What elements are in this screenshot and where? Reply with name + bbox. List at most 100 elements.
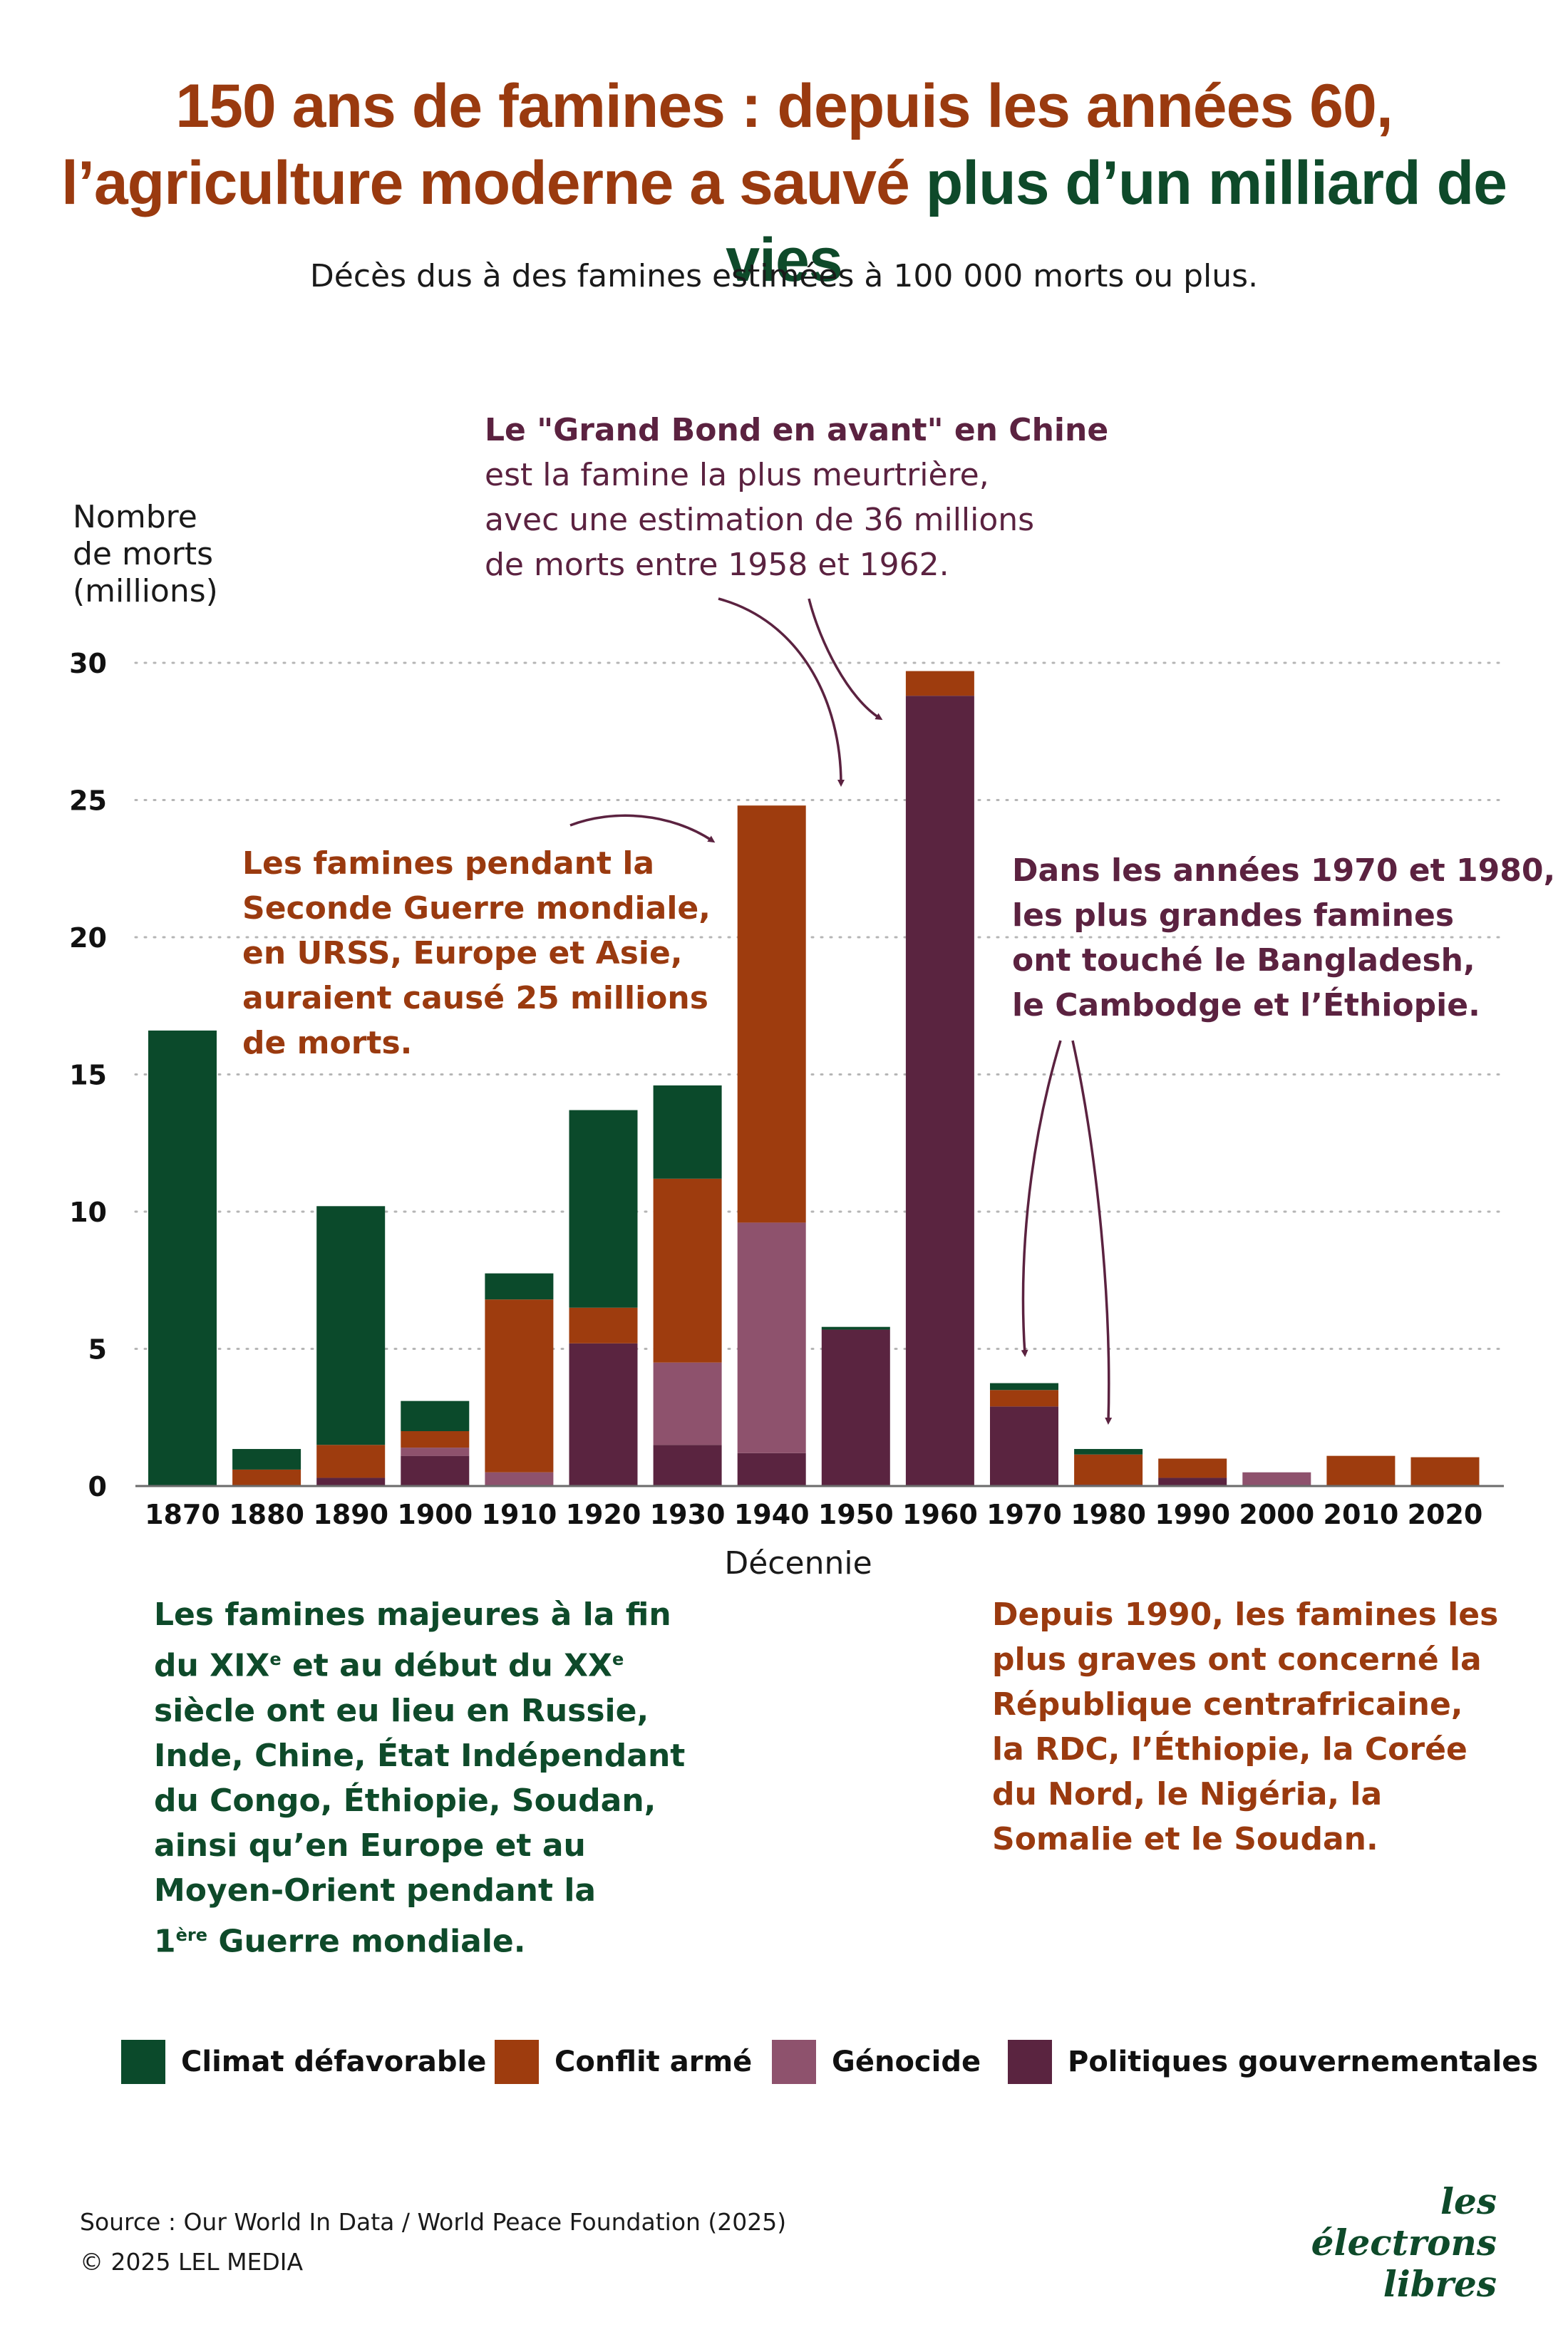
arrow-1980 bbox=[1071, 1040, 1113, 1425]
bar-segment bbox=[905, 671, 974, 696]
bar-segment bbox=[1074, 1454, 1143, 1485]
bar-segment bbox=[905, 696, 974, 1487]
bar-segment bbox=[401, 1455, 470, 1486]
bar-segment bbox=[316, 1206, 386, 1445]
bar-segment bbox=[569, 1343, 638, 1486]
title-line-2-part-a: l’agriculture moderne a sauvé bbox=[61, 149, 926, 217]
chart-title: 150 ans de famines : depuis les années 6… bbox=[0, 68, 1568, 299]
legend-label-climat: Climat défavorable bbox=[181, 2046, 487, 2078]
title-line-2-highlight: plus d’un milliard de vies bbox=[726, 149, 1507, 294]
bar-segment bbox=[316, 1445, 386, 1478]
annotation-line: la RDC, l’Éthiopie, la Corée bbox=[992, 1731, 1468, 1768]
bar-segment bbox=[401, 1431, 470, 1448]
legend-item-politiques: Politiques gouvernementales bbox=[1008, 2038, 1538, 2085]
bar-segment bbox=[1326, 1455, 1396, 1486]
bar-segment bbox=[569, 1307, 638, 1343]
annotation-line: du Nord, le Nigéria, la bbox=[992, 1776, 1383, 1812]
annotation-since-1990: Depuis 1990, les famines les plus graves… bbox=[992, 1592, 1498, 1862]
legend-item-conflit: Conflit armé bbox=[495, 2038, 752, 2085]
y-tick-label: 10 bbox=[69, 1197, 107, 1228]
annotation-line: de morts. bbox=[242, 1025, 413, 1061]
annotation-text: du XIX bbox=[154, 1647, 270, 1684]
bar-segment bbox=[232, 1469, 301, 1486]
bar-segment bbox=[485, 1299, 554, 1472]
annotation-line: en URSS, Europe et Asie, bbox=[242, 935, 683, 971]
x-tick-label: 2010 bbox=[1324, 1499, 1399, 1530]
annotation-line: siècle ont eu lieu en Russie, bbox=[154, 1692, 649, 1729]
x-tick-label: 2020 bbox=[1408, 1499, 1483, 1530]
annotation-ww2: Les famines pendant la Seconde Guerre mo… bbox=[242, 841, 711, 1066]
annotation-line: Seconde Guerre mondiale, bbox=[242, 890, 711, 927]
arrow-1970 bbox=[1021, 1040, 1062, 1357]
annotation-line: le Cambodge et l’Éthiopie. bbox=[1012, 987, 1480, 1023]
bar-segment bbox=[1242, 1472, 1311, 1486]
x-tick-label: 2000 bbox=[1239, 1499, 1314, 1530]
y-tick-label: 30 bbox=[69, 648, 107, 679]
bar-segment bbox=[821, 1326, 890, 1330]
legend-swatch-genocide bbox=[772, 2040, 816, 2084]
annotation-line: les plus grandes famines bbox=[1012, 897, 1455, 934]
bar-segment bbox=[1158, 1458, 1227, 1478]
annotation-line: avec une estimation de 36 millions bbox=[485, 502, 1035, 538]
annotation-line: du XIXe et au début du XXe bbox=[154, 1637, 685, 1688]
annotation-superscript: e bbox=[612, 1649, 624, 1669]
bar-segment bbox=[821, 1329, 890, 1486]
y-tick-label: 20 bbox=[69, 922, 107, 954]
annotation-text: 1 bbox=[154, 1923, 176, 1960]
bar-segment bbox=[1074, 1449, 1143, 1455]
x-tick-label: 1940 bbox=[734, 1499, 810, 1530]
annotation-superscript: e bbox=[269, 1649, 282, 1669]
bar-segment bbox=[737, 805, 806, 1223]
bar-segment bbox=[401, 1448, 470, 1456]
bar-segment bbox=[990, 1390, 1058, 1407]
legend-swatch-politiques bbox=[1008, 2040, 1052, 2084]
x-tick-label: 1920 bbox=[566, 1499, 641, 1530]
bar-segment bbox=[653, 1178, 722, 1363]
legend-item-climat: Climat défavorable bbox=[121, 2038, 486, 2085]
logo-line-2: libres bbox=[1383, 2263, 1497, 2305]
x-tick-label: 1980 bbox=[1071, 1499, 1146, 1530]
bar-segment bbox=[232, 1449, 301, 1470]
annotation-line: Depuis 1990, les famines les bbox=[992, 1597, 1499, 1633]
annotation-line: Dans les années 1970 et 1980, bbox=[1012, 852, 1556, 889]
arrow-ww2 bbox=[569, 814, 716, 843]
chart-subtitle: Décès dus à des famines estimées à 100 0… bbox=[309, 258, 1259, 294]
x-tick-label: 1990 bbox=[1155, 1499, 1230, 1530]
bar-segment bbox=[316, 1477, 386, 1486]
x-tick-label: 1910 bbox=[482, 1499, 557, 1530]
bar-segment bbox=[990, 1406, 1058, 1486]
x-tick-label: 1930 bbox=[650, 1499, 726, 1530]
copyright-text: © 2025 LEL MEDIA bbox=[80, 2248, 304, 2276]
bar-segment bbox=[485, 1273, 554, 1300]
y-axis-label-line: Nombre bbox=[73, 499, 197, 535]
y-tick-label: 25 bbox=[69, 785, 107, 817]
y-axis-label-line: de morts bbox=[73, 536, 214, 572]
bar-segment bbox=[569, 1110, 638, 1308]
x-tick-label: 1960 bbox=[902, 1499, 978, 1530]
bar-segment bbox=[148, 1030, 217, 1486]
x-axis-label: Décennie bbox=[724, 1545, 872, 1582]
publisher-logo: les électrons libres bbox=[1283, 2181, 1497, 2305]
y-axis-label: Nombre de morts (millions) bbox=[73, 499, 218, 610]
y-tick-label: 0 bbox=[88, 1471, 107, 1502]
annotation-line: du Congo, Éthiopie, Soudan, bbox=[154, 1782, 656, 1819]
bar-segment bbox=[653, 1362, 722, 1445]
source-credit: Source : Our World In Data / World Peace… bbox=[80, 2202, 786, 2282]
bar-segment bbox=[1158, 1477, 1227, 1486]
annotation-line: plus graves ont concerné la bbox=[992, 1641, 1482, 1678]
bar-segment bbox=[737, 1453, 806, 1486]
title-line-2: l’agriculture moderne a sauvé plus d’un … bbox=[0, 145, 1568, 299]
bar-segment bbox=[401, 1401, 470, 1431]
annotation-line: Les famines pendant la bbox=[242, 845, 655, 882]
annotation-line: ont touché le Bangladesh, bbox=[1012, 942, 1475, 979]
annotation-line: Moyen-Orient pendant la bbox=[154, 1872, 597, 1909]
x-tick-label: 1950 bbox=[818, 1499, 894, 1530]
annotation-grand-bond: Le "Grand Bond en avant" en Chine est la… bbox=[485, 408, 1108, 587]
annotation-superscript: ère bbox=[175, 1924, 208, 1945]
legend-swatch-conflit bbox=[495, 2040, 539, 2084]
legend-label-conflit: Conflit armé bbox=[555, 2046, 753, 2078]
bar-segment bbox=[990, 1383, 1058, 1391]
y-tick-label: 5 bbox=[88, 1334, 107, 1366]
x-tick-label: 1970 bbox=[986, 1499, 1062, 1530]
bars bbox=[148, 671, 1480, 1487]
